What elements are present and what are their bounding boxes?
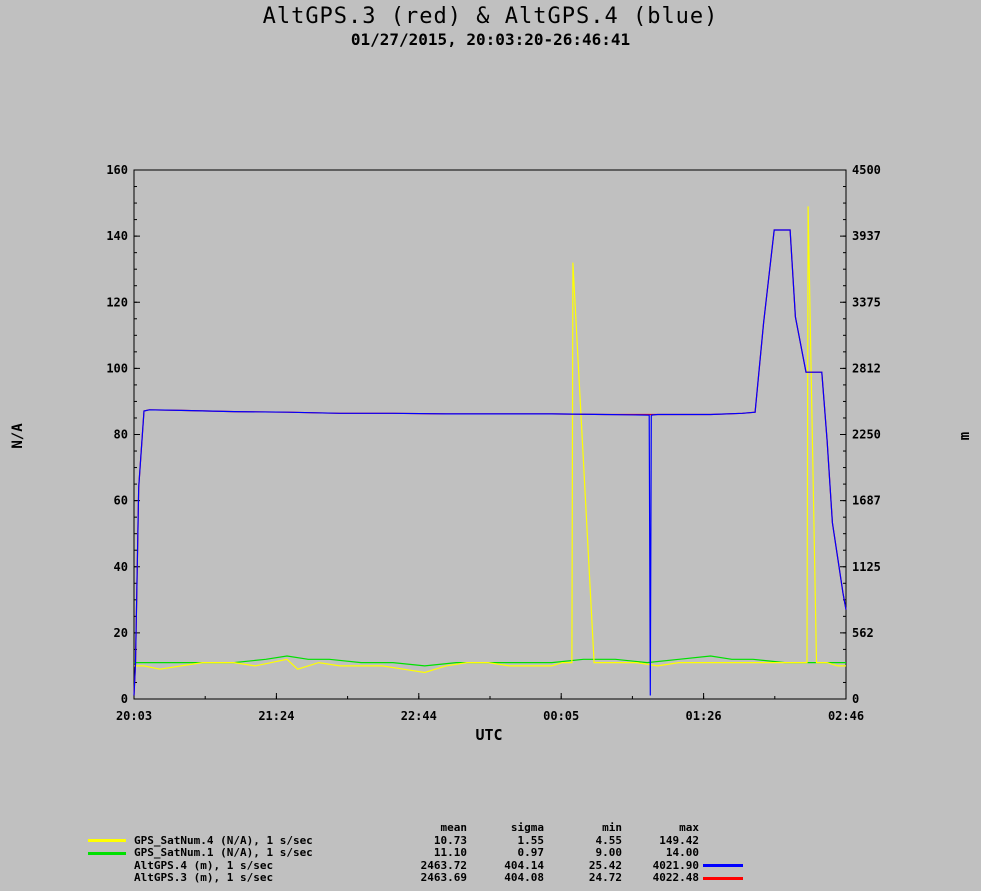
- legend-swatch: [703, 864, 743, 867]
- right-tick-label: 0: [852, 692, 859, 706]
- left-tick-label: 100: [106, 361, 128, 375]
- legend: mean sigma min max GPS_SatNum.4 (N/A), 1…: [88, 821, 743, 885]
- legend-row: GPS_SatNum.4 (N/A), 1 s/sec 10.73 1.55 4.55…: [88, 833, 743, 848]
- right-tick-label: 3937: [852, 229, 881, 243]
- x-tick-label: 00:05: [543, 709, 579, 723]
- legend-swatch: [88, 851, 126, 855]
- legend-series-name: GPS_SatNum.4 (N/A), 1 s/sec: [134, 833, 313, 847]
- left-tick-label: 0: [121, 692, 128, 706]
- stats-header-min: min: [602, 821, 622, 834]
- legend-stat-sigma: 1.55: [517, 833, 545, 847]
- left-tick-label: 60: [114, 494, 128, 508]
- legend-stat-mean: 2463.72: [420, 858, 467, 872]
- left-tick-label: 120: [106, 295, 128, 309]
- legend-stat-sigma: 0.97: [517, 846, 545, 859]
- legend-stat-max: 149.42: [659, 833, 699, 847]
- legend-stat-mean: 11.10: [433, 846, 467, 859]
- right-tick-label: 1687: [852, 494, 881, 508]
- legend-stat-sigma: 404.14: [504, 858, 544, 872]
- right-tick-label: 562: [852, 626, 874, 640]
- legend-stat-sigma: 404.08: [504, 871, 544, 884]
- stats-header-max: max: [679, 821, 699, 834]
- chart-title: AltGPS.3 (red) & AltGPS.4 (blue): [262, 4, 719, 29]
- x-tick-label: 22:44: [401, 709, 437, 723]
- stats-header-sigma: sigma: [510, 821, 544, 834]
- legend-swatch: [703, 876, 743, 880]
- right-tick-label: 1125: [852, 560, 881, 574]
- x-tick-label: 01:26: [686, 709, 722, 723]
- legend-row: AltGPS.4 (m), 1 s/sec 2463.72 404.14 25.42 4…: [88, 858, 743, 873]
- legend-stat-mean: 2463.69: [420, 871, 467, 884]
- altitude-chart: 0 20 40 60 80 100 120 140 160 0 562 1125 1687 2250 281…: [10, 163, 973, 744]
- x-tick-label: 21:24: [258, 709, 294, 723]
- legend-series-name: AltGPS.4 (m), 1 s/sec: [134, 858, 274, 872]
- legend-stat-min: 9.00: [595, 846, 623, 859]
- series-line-altgps-3: [133, 229, 847, 696]
- legend-swatch: [88, 839, 126, 842]
- stats-header-mean: mean: [440, 821, 468, 834]
- y-axis-label-right: m: [957, 432, 973, 440]
- legend-stat-min: 4.55: [595, 833, 623, 847]
- right-tick-label: 2250: [852, 428, 881, 442]
- x-tick-label: 20:03: [116, 709, 152, 723]
- left-tick-label: 160: [106, 163, 128, 177]
- right-tick-label: 2812: [852, 361, 881, 375]
- right-tick-label: 3375: [852, 295, 881, 309]
- y-axis-label-left: N/A: [10, 423, 26, 449]
- left-tick-label: 80: [114, 428, 128, 442]
- series-line-gps-satnum-1: [134, 655, 846, 667]
- x-axis-label: UTC: [475, 726, 502, 744]
- plot-frame: [133, 169, 847, 700]
- legend-stat-max: 4021.90: [652, 858, 699, 872]
- legend-header-row: mean sigma min max: [88, 821, 743, 835]
- legend-series-name: GPS_SatNum.1 (N/A), 1 s/sec: [134, 846, 313, 859]
- legend-stat-min: 25.42: [588, 858, 622, 872]
- series-line-gps-satnum-4: [134, 206, 846, 674]
- legend-row: AltGPS.3 (m), 1 s/sec 2463.69 404.08 24.72 4…: [88, 871, 743, 885]
- left-tick-label: 140: [106, 229, 128, 243]
- legend-row: GPS_SatNum.1 (N/A), 1 s/sec 11.10 0.97 9.00…: [88, 846, 743, 860]
- left-tick-label: 40: [114, 560, 128, 574]
- chart-subtitle: 01/27/2015, 20:03:20-26:46:41: [350, 30, 631, 49]
- legend-stat-mean: 10.73: [433, 833, 467, 847]
- legend-series-name: AltGPS.3 (m), 1 s/sec: [134, 871, 274, 884]
- series-line-altgps-4: [133, 229, 847, 696]
- legend-stat-min: 24.72: [588, 871, 622, 884]
- left-tick-label: 20: [114, 626, 128, 640]
- x-tick-label: 02:46: [828, 709, 864, 723]
- right-tick-label: 4500: [852, 163, 881, 177]
- legend-stat-max: 14.00: [665, 846, 699, 859]
- legend-stat-max: 4022.48: [652, 871, 699, 884]
